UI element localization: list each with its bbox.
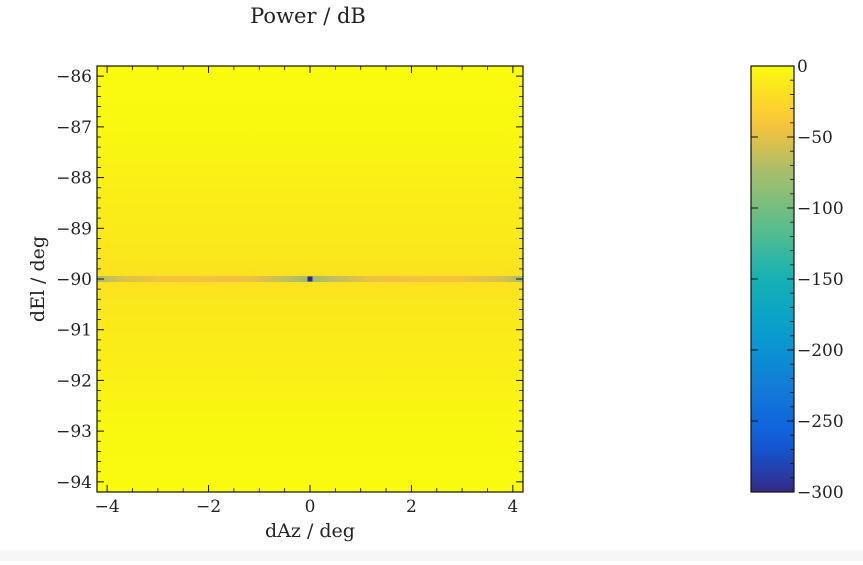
- colorbar-tick-label: −50: [797, 128, 833, 148]
- colorbar-tick-label: −100: [797, 199, 844, 219]
- x-tick-label: −2: [196, 497, 221, 517]
- x-tick-label: −4: [95, 497, 120, 517]
- y-tick-label: −89: [56, 219, 92, 239]
- colorbar-ticks: 0 −50 −100 −150 −200 −250 −300: [751, 57, 844, 503]
- bottom-strip: [0, 550, 863, 561]
- chart-title: Power / dB: [250, 4, 366, 28]
- y-tick-label: −88: [56, 169, 92, 189]
- colorbar-tick-label: −150: [797, 270, 844, 290]
- colorbar-tick-label: −200: [797, 341, 844, 361]
- y-tick-label: −90: [56, 270, 92, 290]
- y-axis-ticks: −86 −87 −88 −89 −90 −91 −92 −93 −94: [56, 67, 523, 493]
- null-point-mark: [307, 276, 313, 282]
- x-axis-ticks: −4 −2 0 2 4: [95, 66, 518, 517]
- y-tick-label: −92: [56, 371, 92, 391]
- y-tick-label: −86: [56, 67, 92, 87]
- y-tick-label: −94: [56, 473, 92, 493]
- x-axis-label: dAz / deg: [265, 520, 355, 542]
- x-tick-label: 2: [406, 497, 417, 517]
- x-tick-label: 0: [305, 497, 316, 517]
- y-tick-label: −91: [56, 321, 92, 341]
- colorbar-tick-label: 0: [797, 57, 808, 77]
- colorbar-tick-label: −300: [797, 483, 844, 503]
- colorbar-tick-label: −250: [797, 412, 844, 432]
- heatmap-plot-area: [97, 66, 523, 492]
- x-tick-label: 4: [507, 497, 518, 517]
- y-axis-label: dEl / deg: [27, 236, 49, 322]
- y-tick-label: −93: [56, 422, 92, 442]
- y-tick-label: −87: [56, 118, 92, 138]
